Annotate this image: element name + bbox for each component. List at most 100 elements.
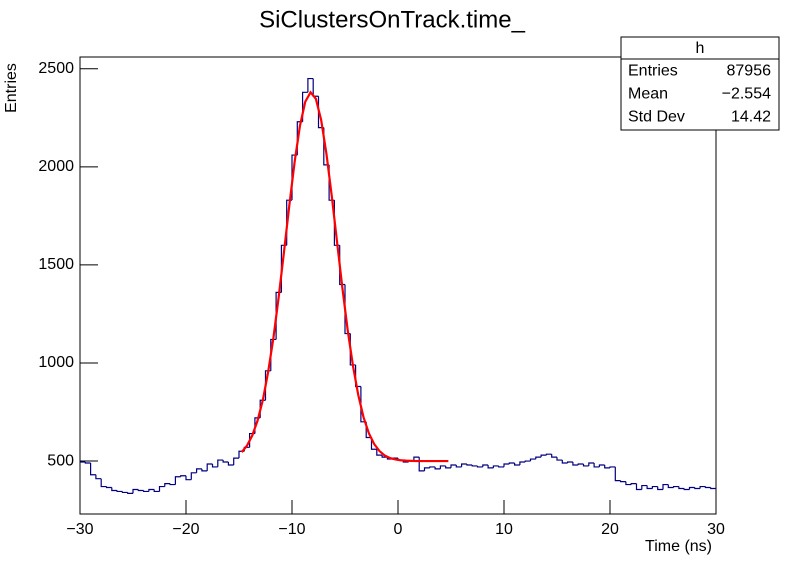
stats-label: Mean [628, 86, 668, 103]
histogram-bin [657, 486, 663, 491]
histogram-bin [519, 461, 526, 465]
histogram-bin [673, 485, 679, 488]
histogram-bin [635, 483, 642, 491]
y-tick-label: 500 [47, 452, 74, 469]
histogram-bin [95, 474, 102, 480]
stats-value: −2.554 [722, 86, 771, 103]
histogram-bin [694, 487, 701, 490]
histogram-bin [217, 459, 224, 467]
histogram-bin [577, 463, 584, 465]
histogram-bin [111, 487, 118, 492]
histogram-bin [143, 490, 149, 493]
histogram-bin [450, 464, 457, 468]
histogram-bin [190, 472, 197, 480]
histogram-bin [604, 464, 610, 469]
histogram-bin [588, 462, 595, 466]
x-axis-label: Time (ns) [645, 538, 712, 555]
histogram-bin [498, 465, 504, 468]
histogram-bin [688, 486, 695, 490]
histogram-bin [572, 462, 579, 466]
histogram-bin [307, 77, 314, 93]
histogram-bin [704, 486, 711, 489]
histogram-bin [609, 466, 616, 468]
stats-box [620, 36, 780, 131]
histogram-bin [535, 456, 542, 460]
histogram-bin [561, 460, 568, 464]
histogram-bin [471, 464, 478, 467]
histogram-bin [90, 463, 96, 476]
histogram-bin [121, 491, 128, 494]
histogram-bin [598, 464, 605, 467]
histogram-bin [429, 466, 436, 468]
x-tick-label: −20 [172, 521, 199, 538]
stats-value: 14.42 [731, 109, 771, 126]
histogram-bin [641, 484, 648, 490]
histogram-bin [508, 462, 515, 464]
x-tick-label: 30 [707, 521, 725, 538]
histogram-bin [127, 492, 133, 495]
histogram-bin [461, 463, 467, 467]
histogram-bin [206, 463, 213, 471]
histogram-bin [116, 490, 123, 493]
y-tick-label: 2500 [38, 60, 74, 77]
histogram-bin [180, 475, 186, 477]
histogram-bin [646, 485, 653, 490]
histogram-bin [625, 481, 632, 486]
histogram-bin [148, 488, 155, 492]
histogram-bin [413, 456, 420, 462]
histogram-bin [556, 457, 563, 461]
histogram-bin [482, 464, 489, 467]
histogram-bin [492, 465, 499, 468]
stats-value: 87956 [727, 63, 772, 80]
histogram-bin [105, 486, 112, 489]
histogram-bin [667, 484, 674, 489]
x-tick-label: −30 [66, 521, 93, 538]
histogram-bin [376, 449, 383, 456]
x-tick-label: 20 [601, 521, 619, 538]
histogram-bin [185, 475, 192, 481]
histogram-bin [445, 465, 451, 469]
histogram-bin [487, 464, 494, 469]
histogram-bin [132, 488, 139, 494]
histogram-bin [683, 488, 690, 491]
y-tick-label: 1000 [38, 354, 74, 371]
histogram-bin [227, 462, 234, 466]
histogram-bin [630, 482, 637, 485]
histogram-bin [174, 476, 181, 485]
histogram-bin [662, 483, 669, 490]
histogram-bin [567, 461, 573, 464]
y-tick-label: 1500 [38, 256, 74, 273]
histogram-bin [503, 463, 510, 467]
x-tick-label: 0 [394, 521, 403, 538]
histogram-bin [529, 458, 536, 462]
histogram-bin [196, 468, 202, 473]
histogram-bin [710, 487, 716, 490]
stats-label: Std Dev [628, 109, 685, 126]
histogram-bin [370, 437, 377, 450]
histogram-bin [423, 467, 430, 471]
histogram-bin [211, 463, 218, 468]
histogram-bin [84, 462, 91, 464]
y-tick-label: 2000 [38, 158, 74, 175]
histogram-bin [137, 489, 144, 492]
histogram-bin [699, 485, 706, 489]
y-axis-label: Entries [3, 63, 20, 113]
histogram-bin [164, 482, 171, 487]
x-tick-label: −10 [278, 521, 305, 538]
histogram-bin [545, 453, 552, 456]
histogram-bin [466, 463, 473, 466]
histogram-bin [153, 489, 160, 493]
histogram-bin [651, 485, 658, 489]
chart-title: SiClustersOnTrack.time_ [259, 6, 525, 33]
histogram-bin [582, 463, 589, 467]
stats-label: Entries [628, 63, 678, 80]
histogram-bin [620, 480, 626, 483]
histogram-bin [551, 454, 557, 458]
histogram-bin [100, 478, 107, 488]
histogram-bin [355, 364, 361, 388]
histogram-bin [476, 465, 483, 468]
stats-title: h [696, 40, 705, 57]
histogram-bin [233, 457, 239, 465]
histogram-bin [678, 486, 685, 490]
histogram-bin [540, 454, 547, 458]
